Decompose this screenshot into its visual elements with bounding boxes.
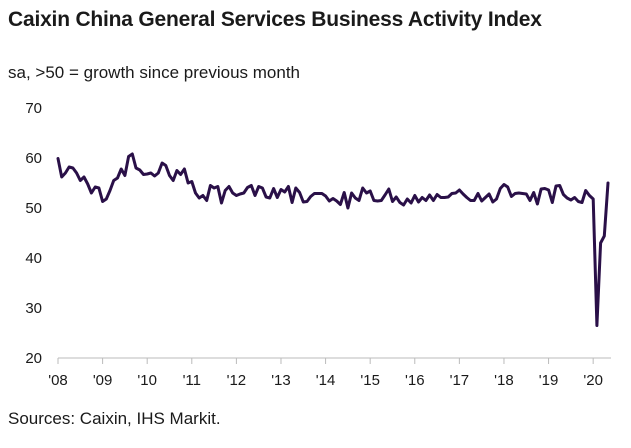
x-tick-label: '14 (316, 372, 336, 389)
y-axis: 70 60 50 40 30 20 (25, 100, 42, 367)
y-tick-label: 30 (25, 300, 42, 317)
x-tick-label: '10 (137, 372, 157, 389)
x-tick-label: '09 (93, 372, 113, 389)
y-tick-label: 70 (25, 100, 42, 117)
y-tick-label: 40 (25, 250, 42, 267)
x-axis: '08 '09 '10 '11 '12 '13 '14 '15 '16 '17 '18 '19 '20 (48, 357, 611, 389)
x-tick-label: '12 (227, 372, 247, 389)
y-tick-label: 50 (25, 200, 42, 217)
x-tick-label: '15 (360, 372, 380, 389)
x-tick-label: '11 (183, 372, 201, 389)
x-tick-label: '18 (494, 372, 514, 389)
chart-title: Caixin China General Services Business A… (8, 8, 542, 31)
x-tick-label: '13 (271, 372, 291, 389)
series-group (56, 152, 610, 327)
x-tick-label: '17 (450, 372, 470, 389)
y-tick-label: 60 (25, 150, 42, 167)
x-tick-label: '08 (48, 372, 68, 389)
x-tick-label: '16 (405, 372, 425, 389)
chart-source: Sources: Caixin, IHS Markit. (8, 409, 221, 428)
series-line (56, 152, 610, 327)
chart-subtitle: sa, >50 = growth since previous month (8, 63, 300, 82)
x-tick-label: '20 (583, 372, 603, 389)
x-tick-label: '19 (539, 372, 559, 389)
y-tick-label: 20 (25, 350, 42, 367)
